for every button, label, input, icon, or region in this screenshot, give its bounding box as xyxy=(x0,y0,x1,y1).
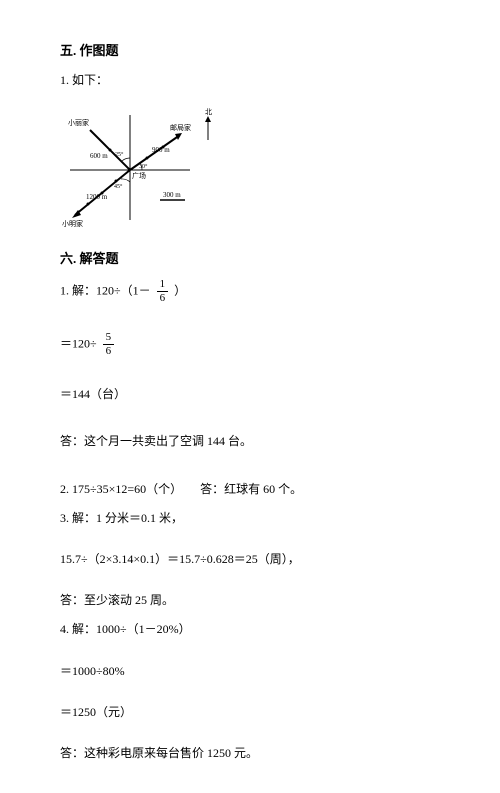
q5-1-label: 1. 如下： xyxy=(60,71,440,90)
angle1: 25° xyxy=(115,151,124,158)
section6-title: 六. 解答题 xyxy=(60,248,440,267)
q6-3-line2: 15.7÷（2×3.14×0.1）＝15.7÷0.628＝25（周）， xyxy=(60,550,440,569)
dist-top-left: 600 m xyxy=(90,152,108,160)
dist-bottom-left: 1200 m xyxy=(86,193,108,201)
q6-2-line: 2. 175÷35×12=60（个） 答：红球有 60 个。 xyxy=(60,480,440,499)
q6-1-step1-b: ） xyxy=(174,283,186,297)
label-top-left: 小丽家 xyxy=(68,118,89,127)
q6-4-line2: ＝1000÷80% xyxy=(60,662,440,681)
q6-4-line1: 4. 解：1000÷（1－20%） xyxy=(60,620,440,639)
q6-1-step1-a: 1. 解：120÷（1－ xyxy=(60,283,151,297)
q6-3-line1: 3. 解：1 分米＝0.1 米， xyxy=(60,509,440,528)
q6-1-step1: 1. 解：120÷（1－ 1 6 ） xyxy=(60,279,440,304)
angle3: 45° xyxy=(114,183,123,190)
q6-3-answer: 答：至少滚动 25 周。 xyxy=(60,591,440,610)
direction-diagram: 北 小丽家 600 m 邮局家 900 m 小明家 1200 m 25° xyxy=(60,100,220,230)
section5-title: 五. 作图题 xyxy=(60,40,440,59)
frac-1-6: 1 6 xyxy=(157,279,169,304)
q6-4-line3: ＝1250（元） xyxy=(60,703,440,722)
label-bottom-left: 小明家 xyxy=(62,219,83,228)
label-top-right: 邮局家 xyxy=(170,123,191,132)
page-content: 五. 作图题 1. 如下： 北 小丽家 600 m 邮局家 900 m xyxy=(0,0,500,793)
q6-4-answer: 答：这种彩电原来每台售价 1250 元。 xyxy=(60,744,440,763)
north-label: 北 xyxy=(205,108,212,116)
q6-1-step3: ＝144（台） xyxy=(60,385,440,404)
frac-5-6: 5 6 xyxy=(103,332,115,357)
q6-1-step2-a: ＝120÷ xyxy=(60,336,97,350)
scale-label: 300 m xyxy=(163,191,181,199)
q6-1-answer: 答：这个月一共卖出了空调 144 台。 xyxy=(60,432,440,451)
angle2: 30° xyxy=(139,163,148,170)
dist-top-right: 900 m xyxy=(152,146,170,154)
q6-1-step2: ＝120÷ 5 6 xyxy=(60,332,440,357)
center-label: 广场 xyxy=(132,171,146,180)
